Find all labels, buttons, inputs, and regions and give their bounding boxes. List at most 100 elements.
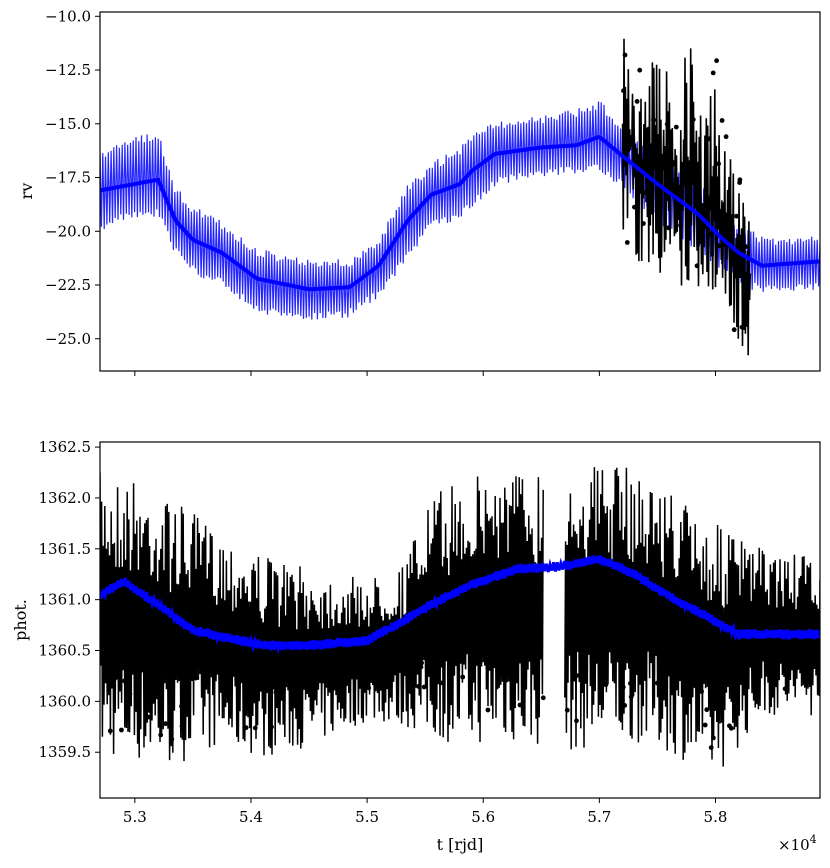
rv-data-point — [670, 159, 676, 165]
phot-data-point — [397, 640, 403, 645]
rv-data-point — [666, 225, 671, 231]
phot-data-point — [782, 686, 788, 692]
rv-data-point — [743, 244, 749, 250]
phot-data-point — [540, 695, 546, 701]
rv-data-point — [706, 197, 711, 203]
phot-data-point — [112, 676, 118, 681]
phot-data-point — [438, 680, 444, 686]
rv-data-point — [716, 161, 721, 167]
phot-data-point — [622, 703, 628, 708]
x-offset-label: ×104 — [778, 833, 817, 854]
x-tick-label: 5.5 — [355, 808, 379, 826]
phot-data-point — [179, 723, 185, 729]
phot-data-line — [100, 467, 820, 767]
phot-data-point — [603, 682, 609, 688]
phot-data-point — [146, 714, 151, 720]
rv-data-point — [731, 327, 737, 333]
phot-panel: 5.3 5.4 5.5 5.6 5.7 5.8 1359.5 1360.0 1360.5 1361… — [11, 438, 821, 854]
rv-data-point — [690, 117, 696, 122]
rv-data-point — [706, 136, 712, 142]
rv-data-point — [734, 213, 739, 219]
phot-data-point — [158, 732, 164, 738]
rv-data-point — [714, 58, 719, 64]
phot-data-point — [147, 699, 153, 705]
phot-data-point — [246, 687, 252, 693]
phot-data-point — [574, 718, 579, 724]
rv-plot-area — [100, 38, 820, 356]
x-tick-label: 5.8 — [704, 808, 728, 826]
phot-data-point — [281, 687, 286, 693]
phot-axes-frame — [99, 441, 821, 799]
x-tick-label: 5.7 — [587, 808, 611, 826]
phot-data-point — [513, 675, 519, 681]
phot-data-point — [163, 721, 169, 727]
rv-data-point — [694, 263, 700, 269]
phot-data-point — [727, 723, 732, 729]
y-tick-label: −15.0 — [45, 115, 91, 133]
rv-data-point — [621, 88, 626, 94]
rv-data-point — [716, 243, 722, 249]
phot-data-point — [654, 680, 660, 686]
phot-data-point — [193, 675, 199, 681]
phot-data-point — [381, 659, 387, 664]
y-tick-label: 1360.0 — [39, 692, 92, 710]
phot-data-point — [628, 694, 634, 700]
phot-data-point — [570, 673, 576, 678]
phot-data-point — [754, 643, 760, 649]
phot-data-point — [342, 651, 348, 657]
phot-data-point — [169, 736, 175, 742]
phot-data-point — [290, 692, 296, 697]
phot-data-point — [574, 673, 580, 678]
phot-data-point — [589, 674, 595, 680]
phot-data-point — [620, 684, 626, 690]
y-tick-label: −12.5 — [45, 61, 91, 79]
phot-data-point — [702, 722, 708, 728]
phot-data-point — [688, 677, 694, 683]
phot-data-point — [503, 659, 509, 664]
rv-data-point — [632, 204, 637, 210]
y-tick-label: −10.0 — [45, 7, 91, 25]
phot-model-line — [100, 555, 820, 655]
phot-data-point — [349, 668, 355, 674]
phot-data-point — [419, 660, 424, 666]
y-tick-label: 1362.5 — [39, 438, 92, 456]
rv-data-point — [641, 221, 646, 226]
y-tick-label: 1361.0 — [39, 591, 92, 609]
phot-data-point — [252, 725, 258, 731]
rv-data-point — [666, 147, 672, 153]
phot-data-point — [225, 668, 230, 673]
y-tick-label: −25.0 — [45, 330, 91, 348]
phot-data-point — [243, 725, 249, 731]
y-tick-label: 1360.5 — [39, 642, 92, 660]
phot-data-point — [517, 702, 523, 708]
phot-data-point — [127, 691, 133, 697]
rv-data-point — [673, 124, 679, 130]
phot-data-point — [122, 678, 127, 684]
phot-data-point — [704, 707, 710, 713]
phot-data-point — [699, 689, 704, 694]
rv-data-point — [710, 70, 716, 76]
y-tick-label: 1361.5 — [39, 540, 92, 558]
rv-data-point — [652, 149, 658, 155]
rv-model-line — [100, 134, 820, 292]
phot-data-point — [273, 689, 279, 695]
rv-panel: −25.0 −22.5 −20.0 −17.5 −15.0 −12.5 −10.0 rv — [17, 7, 821, 376]
rv-data-point — [622, 52, 628, 58]
rv-data-point — [737, 177, 743, 183]
rv-data-point — [624, 240, 630, 245]
rv-data-point — [678, 223, 683, 228]
phot-data-point — [628, 681, 633, 686]
phot-y-axis-label: phot. — [11, 599, 30, 641]
x-tick-label: 5.6 — [471, 808, 495, 826]
phot-data-point — [711, 735, 716, 741]
phot-data-point — [269, 724, 274, 730]
rv-data-point — [739, 324, 745, 330]
x-tick-label: 5.3 — [123, 808, 147, 826]
phot-ticks: 5.3 5.4 5.5 5.6 5.7 5.8 1359.5 1360.0 1360.5 1361… — [39, 438, 728, 826]
phot-data-point — [708, 745, 714, 750]
rv-data-point — [634, 99, 640, 104]
phot-data-point — [179, 703, 184, 709]
y-tick-label: −20.0 — [45, 222, 91, 240]
y-tick-label: 1362.0 — [39, 489, 92, 507]
rv-data-point — [664, 121, 670, 127]
